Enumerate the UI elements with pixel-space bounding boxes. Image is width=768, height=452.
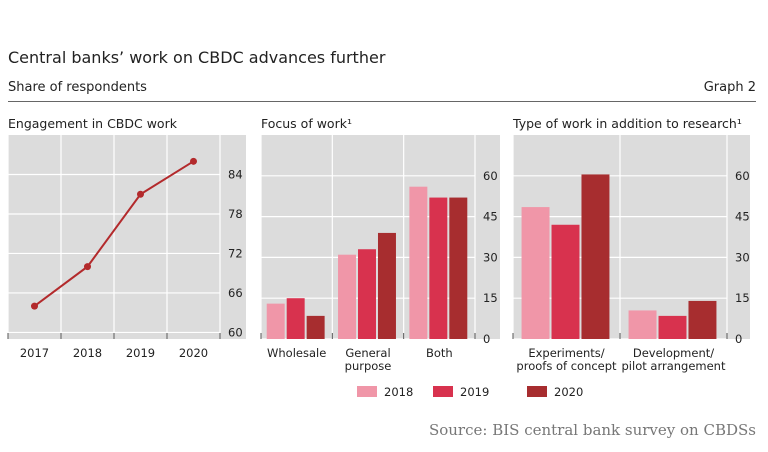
bar-2020 — [449, 197, 468, 339]
x-tick-label: 2020 — [179, 346, 208, 360]
panel-background — [8, 135, 246, 339]
legend-label-2018: 2018 — [384, 385, 413, 399]
data-line — [33, 160, 195, 307]
bar-2018 — [266, 303, 285, 339]
y-tick-label: 60 — [483, 169, 498, 183]
x-tick-label: pilot arrangement — [622, 359, 726, 373]
data-point — [190, 157, 197, 165]
y-tick-label: 45 — [735, 210, 750, 224]
source-note: Source: BIS central bank survey on CBDSs — [428, 421, 756, 439]
x-tick-label: Both — [426, 346, 453, 360]
y-tick-label: 15 — [735, 291, 750, 305]
bar-2019 — [358, 249, 376, 339]
bar-2020 — [306, 315, 325, 339]
y-tick-label: 78 — [228, 207, 243, 221]
y-tick-label: 72 — [228, 246, 243, 260]
x-tick-label: 2019 — [126, 346, 155, 360]
bar-2018 — [409, 186, 428, 339]
data-point — [31, 302, 38, 310]
bar-2020 — [377, 232, 396, 339]
y-tick-label: 30 — [735, 250, 750, 264]
y-tick-label: 15 — [483, 291, 498, 305]
legend-label-2020: 2020 — [554, 385, 583, 399]
y-tick-label: 45 — [483, 210, 498, 224]
x-tick-label: General — [345, 346, 390, 360]
panel-title-engagement: Engagement in CBDC work — [8, 116, 177, 131]
x-tick-label: Development/ — [633, 346, 714, 360]
y-tick-label: 66 — [228, 286, 243, 300]
x-tick-label: Experiments/ — [528, 346, 604, 360]
y-tick-label: 84 — [228, 167, 243, 181]
legend-label-2019: 2019 — [460, 385, 489, 399]
bar-2020 — [688, 300, 717, 339]
y-tick-label: 0 — [483, 332, 490, 346]
legend-swatch-2020 — [527, 386, 547, 397]
x-tick-label: proofs of concept — [516, 359, 617, 373]
y-tick-label: 60 — [735, 169, 750, 183]
bar-2018 — [521, 207, 550, 339]
y-tick-label: 0 — [735, 332, 742, 346]
x-tick-label: Wholesale — [267, 346, 326, 360]
x-tick-label: purpose — [345, 359, 392, 373]
bar-2020 — [581, 174, 610, 339]
data-point — [84, 263, 91, 271]
header-rule — [8, 101, 756, 102]
bar-2019 — [658, 315, 687, 339]
y-tick-label: 60 — [228, 325, 243, 339]
panel-title-type: Type of work in addition to research¹ — [513, 116, 742, 131]
bar-2018 — [628, 310, 657, 339]
bar-2019 — [286, 298, 305, 339]
figure-title: Central banks’ work on CBDC advances fur… — [8, 48, 386, 67]
data-point — [137, 190, 144, 198]
bar-2019 — [551, 224, 580, 339]
bar-2019 — [429, 197, 448, 339]
legend-swatch-2018 — [357, 386, 377, 397]
panel-title-focus: Focus of work¹ — [261, 116, 352, 131]
graph-label: Graph 2 — [703, 80, 756, 95]
x-tick-label: 2017 — [20, 346, 49, 360]
figure-subtitle: Share of respondents — [8, 80, 147, 95]
x-tick-label: 2018 — [73, 346, 102, 360]
bar-2018 — [338, 254, 357, 339]
legend-swatch-2019 — [433, 386, 453, 397]
y-tick-label: 30 — [483, 250, 498, 264]
